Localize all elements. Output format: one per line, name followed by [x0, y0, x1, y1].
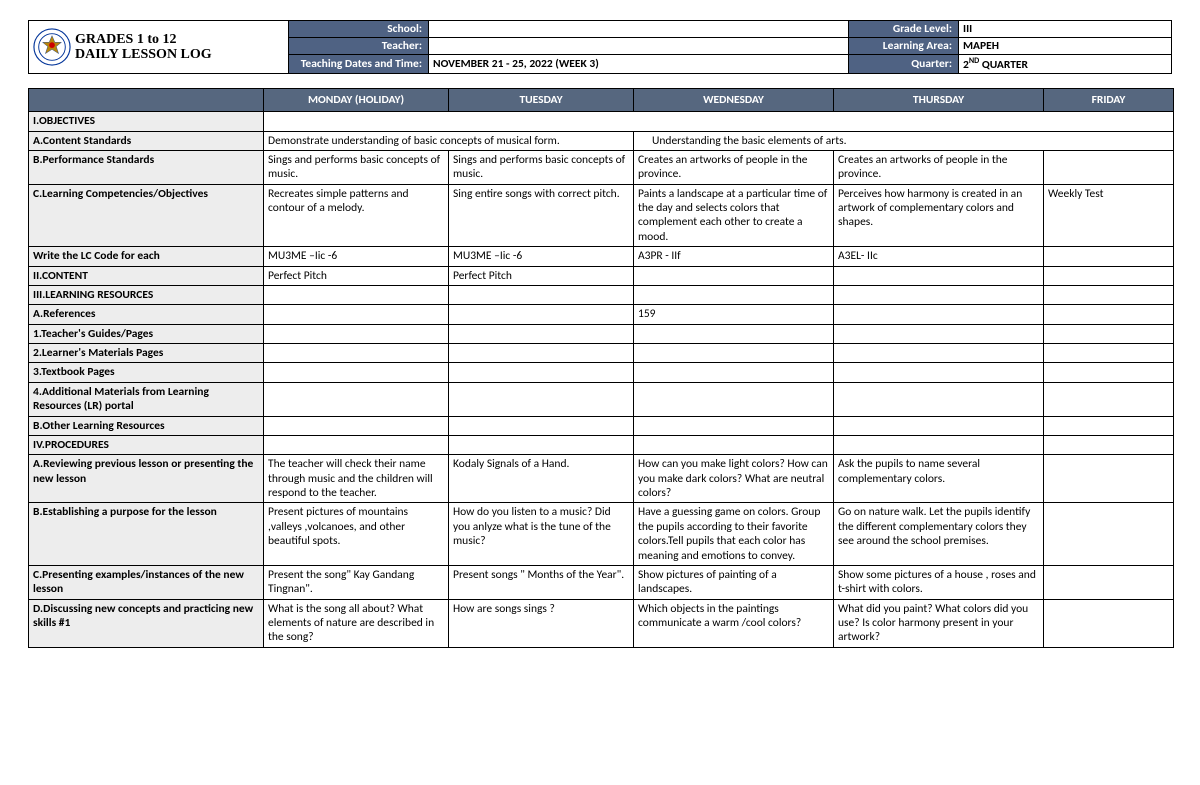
- cell-c-wed: Show pictures of painting of a landscape…: [634, 565, 834, 599]
- cell-d-mon: What is the song all about? What element…: [264, 599, 449, 647]
- row-lccode: Write the LC Code for each: [29, 247, 264, 266]
- cell-lc-fri: Weekly Test: [1044, 184, 1174, 247]
- cell-a-mon: The teacher will check their name throug…: [264, 455, 449, 503]
- quarter-sup: ND: [969, 56, 979, 66]
- row-content-std: A.Content Standards: [29, 131, 264, 150]
- row-tg: 1.Teacher's Guides/Pages: [29, 324, 264, 343]
- header-table: GRADES 1 to 12 DAILY LESSON LOG School: …: [28, 20, 1172, 74]
- cell-perf-fri: [1044, 150, 1174, 184]
- cell-c-mon: Present the song" Kay Gandang Tingnan".: [264, 565, 449, 599]
- row-content: II.CONTENT: [29, 266, 264, 285]
- cell-lc-wed: Paints a landscape at a particular time …: [634, 184, 834, 247]
- cell-b-mon: Present pictures of mountains ,valleys ,…: [264, 503, 449, 566]
- value-grade: III: [959, 21, 1172, 38]
- cell-refs-wed: 159: [634, 305, 834, 324]
- cell-lc-thu: Perceives how harmony is created in an a…: [834, 184, 1044, 247]
- quarter-text: QUARTER: [979, 58, 1028, 72]
- title-line-2: DAILY LESSON LOG: [75, 47, 212, 62]
- value-school: [429, 21, 849, 38]
- label-quarter: Quarter:: [849, 55, 959, 74]
- label-school: School:: [289, 21, 429, 38]
- col-thu: THURSDAY: [834, 88, 1044, 111]
- cell-b-tue: How do you listen to a music? Did you an…: [449, 503, 634, 566]
- row-perf-std: B.Performance Standards: [29, 150, 264, 184]
- cell-content-std-a: Demonstrate understanding of basic conce…: [264, 131, 634, 150]
- cell-d-wed: Which objects in the paintings communica…: [634, 599, 834, 647]
- value-teacher: [429, 38, 849, 55]
- cell-b-thu: Go on nature walk. Let the pupils identi…: [834, 503, 1044, 566]
- value-dates: NOVEMBER 21 - 25, 2022 (WEEK 3): [429, 55, 849, 74]
- row-objectives: I.OBJECTIVES: [29, 112, 264, 131]
- col-wed: WEDNESDAY: [634, 88, 834, 111]
- cell-a-tue: Kodaly Signals of a Hand.: [449, 455, 634, 503]
- cell-lccode-mon: MU3ME –Iic -6: [264, 247, 449, 266]
- cell-c-tue: Present songs " Months of the Year".: [449, 565, 634, 599]
- row-d-discuss: D.Discussing new concepts and practicing…: [29, 599, 264, 647]
- cell-perf-mon: Sings and performs basic concepts of mus…: [264, 150, 449, 184]
- title-cell: GRADES 1 to 12 DAILY LESSON LOG: [29, 21, 289, 74]
- deped-seal-icon: [33, 28, 71, 66]
- row-proc: IV.PROCEDURES: [29, 435, 264, 454]
- label-grade: Grade Level:: [849, 21, 959, 38]
- cell-d-thu: What did you paint? What colors did you …: [834, 599, 1044, 647]
- row-refs: A.References: [29, 305, 264, 324]
- value-area: MAPEH: [959, 38, 1172, 55]
- col-fri: FRIDAY: [1044, 88, 1174, 111]
- row-addl: 4.Additional Materials from Learning Res…: [29, 382, 264, 416]
- label-teacher: Teacher:: [289, 38, 429, 55]
- label-area: Learning Area:: [849, 38, 959, 55]
- cell-b-wed: Have a guessing game on colors. Group th…: [634, 503, 834, 566]
- cell-lc-mon: Recreates simple patterns and contour of…: [264, 184, 449, 247]
- row-b-establish: B.Establishing a purpose for the lesson: [29, 503, 264, 566]
- cell-lccode-thu: A3EL- IIc: [834, 247, 1044, 266]
- cell-perf-tue: Sings and performs basic concepts of mus…: [449, 150, 634, 184]
- title-line-1: GRADES 1 to 12: [75, 32, 212, 47]
- cell-lccode-tue: MU3ME –Iic -6: [449, 247, 634, 266]
- label-dates: Teaching Dates and Time:: [289, 55, 429, 74]
- lesson-table: MONDAY (HOLIDAY) TUESDAY WEDNESDAY THURS…: [28, 88, 1174, 648]
- cell-content-tue: Perfect Pitch: [449, 266, 634, 285]
- col-blank: [29, 88, 264, 111]
- col-tue: TUESDAY: [449, 88, 634, 111]
- row-lc: C.Learning Competencies/Objectives: [29, 184, 264, 247]
- cell-content-std-b: Understanding the basic elements of arts…: [634, 131, 1174, 150]
- cell-perf-wed: Creates an artworks of people in the pro…: [634, 150, 834, 184]
- cell-a-thu: Ask the pupils to name several complemen…: [834, 455, 1044, 503]
- row-a-review: A.Reviewing previous lesson or presentin…: [29, 455, 264, 503]
- cell-content-thu: [834, 266, 1044, 285]
- cell-content-wed: [634, 266, 834, 285]
- row-resources: III.LEARNING RESOURCES: [29, 285, 264, 304]
- cell-objectives: [264, 112, 1174, 131]
- row-c-present: C.Presenting examples/instances of the n…: [29, 565, 264, 599]
- cell-perf-thu: Creates an artworks of people in the pro…: [834, 150, 1044, 184]
- cell-lccode-wed: A3PR - IIf: [634, 247, 834, 266]
- col-mon: MONDAY (HOLIDAY): [264, 88, 449, 111]
- row-tb: 3.Textbook Pages: [29, 363, 264, 382]
- row-lm: 2.Learner's Materials Pages: [29, 344, 264, 363]
- cell-c-thu: Show some pictures of a house , roses an…: [834, 565, 1044, 599]
- cell-content-mon: Perfect Pitch: [264, 266, 449, 285]
- cell-d-tue: How are songs sings ?: [449, 599, 634, 647]
- value-quarter: 2ND QUARTER: [959, 55, 1172, 74]
- cell-lc-tue: Sing entire songs with correct pitch.: [449, 184, 634, 247]
- cell-lccode-fri: [1044, 247, 1174, 266]
- cell-content-fri: [1044, 266, 1174, 285]
- cell-a-wed: How can you make light colors? How can y…: [634, 455, 834, 503]
- row-other: B.Other Learning Resources: [29, 416, 264, 435]
